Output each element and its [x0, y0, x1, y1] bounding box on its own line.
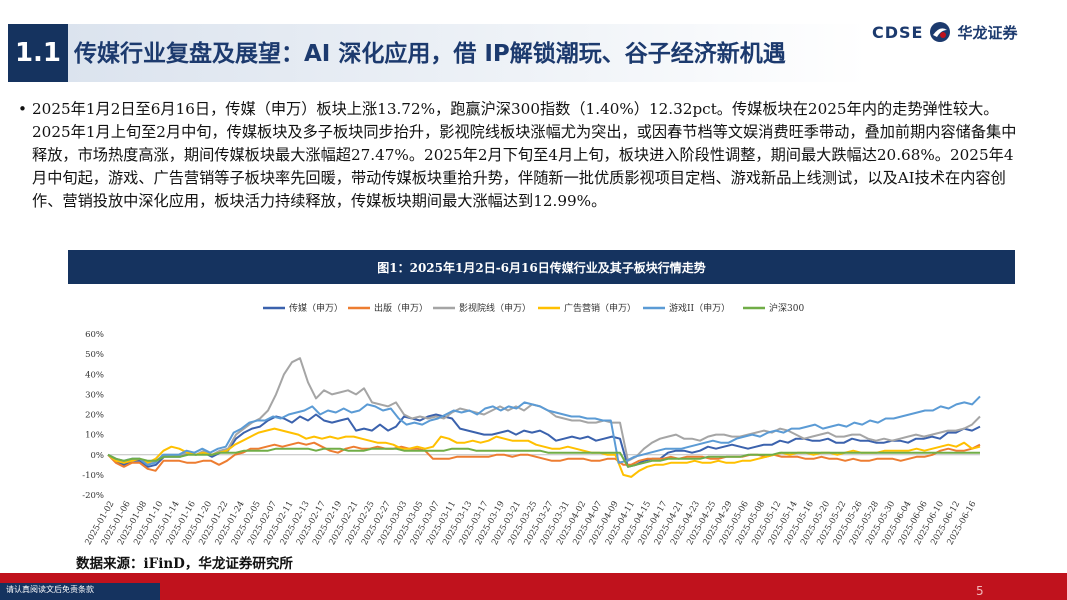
y-axis: 60% 50% 40% 30% 20% 10% 0% -10% -20% [82, 330, 980, 501]
figure-title: 图1：2025年1月2日-6月16日传媒行业及其子板块行情走势 [377, 260, 706, 275]
section-number: 1.1 [8, 24, 68, 82]
x-axis: 2025-01-022025-01-062025-01-082025-01-10… [83, 500, 978, 547]
footer-accent [0, 583, 160, 600]
legend-label: 传媒（申万） [289, 302, 343, 314]
legend-label: 沪深300 [769, 302, 804, 314]
legend-label: 出版（申万） [374, 302, 428, 314]
logo-text: CDSE [872, 22, 924, 42]
legend-label: 广告营销（申万） [564, 302, 636, 314]
y-tick-label: -10% [82, 471, 104, 481]
legend-label: 游戏II（申万） [669, 302, 730, 314]
y-tick-label: 50% [85, 350, 104, 360]
bullet-paragraph: • 2025年1月2日至6月16日，传媒（申万）板块上涨13.72%，跑赢沪深3… [18, 98, 1028, 213]
footer-bar [0, 573, 1067, 600]
series-line [107, 441, 981, 472]
slide-title: 传媒行业复盘及展望：AI 深化应用，借 IP解锁潮玩、谷子经济新机遇 [74, 41, 786, 67]
legend-label: 影视院线（申万） [459, 302, 531, 314]
series-line [107, 413, 981, 468]
series-line [107, 447, 980, 468]
figure-title-bar: 图1：2025年1月2日-6月16日传媒行业及其子板块行情走势 [68, 250, 1015, 284]
slide-header: 1.1 传媒行业复盘及展望：AI 深化应用，借 IP解锁潮玩、谷子经济新机遇 C… [0, 0, 1067, 84]
company-logo: CDSE 华龙证券 [872, 18, 1018, 46]
logo-mark-icon [930, 22, 951, 42]
series-layer [107, 357, 981, 478]
series-line [107, 427, 981, 478]
line-chart: 传媒（申万） 出版（申万） 影视院线（申万） 广告营销（申万） 游戏II（申万） 沪深30… [82, 302, 981, 547]
bullet-text: 2025年1月2日至6月16日，传媒（申万）板块上涨13.72%，跑赢沪深300… [32, 100, 1017, 210]
y-tick-label: 60% [85, 330, 104, 340]
disclaimer-link[interactable]: 请认真阅读文后免责条款 [6, 585, 94, 594]
y-tick-label: 20% [85, 411, 104, 421]
y-tick-label: -20% [82, 491, 104, 501]
bullet-dot-icon: • [18, 100, 27, 118]
chart-legend: 传媒（申万） 出版（申万） 影视院线（申万） 广告营销（申万） 游戏II（申万） 沪深30… [263, 302, 804, 314]
series-line [107, 395, 981, 466]
page-number: 5 [976, 584, 984, 598]
y-tick-label: 40% [85, 370, 104, 380]
y-tick-label: 0% [91, 451, 105, 461]
title-band [68, 24, 1067, 82]
data-source: 数据来源：iFinD，华龙证券研究所 [76, 556, 293, 572]
y-tick-label: 10% [85, 431, 104, 441]
logo-cn: 华龙证券 [957, 23, 1018, 42]
y-tick-label: 30% [85, 390, 104, 400]
